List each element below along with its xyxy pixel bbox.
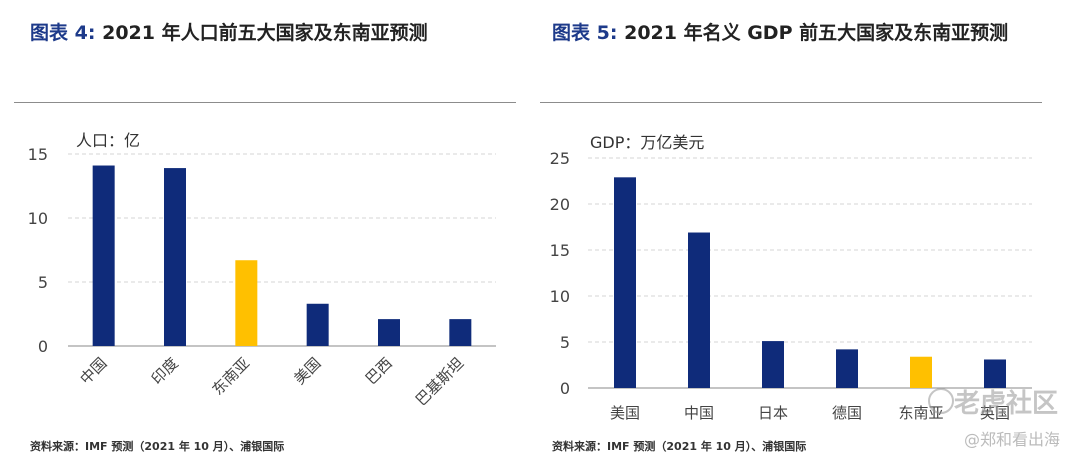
x-tick-label: 德国 bbox=[832, 404, 862, 422]
x-tick-label: 美国 bbox=[610, 404, 640, 422]
source-note: 资料来源：IMF 预测（2021 年 10 月）、浦银国际 bbox=[30, 440, 285, 453]
figure-tag: 图表 bbox=[30, 22, 69, 44]
bar bbox=[235, 260, 258, 346]
y-tick-label: 10 bbox=[28, 209, 48, 228]
y-tick-label: 15 bbox=[550, 241, 570, 260]
x-tick-label: 中国 bbox=[77, 354, 111, 388]
bar bbox=[378, 319, 400, 346]
y-tick-label: 25 bbox=[550, 149, 570, 168]
figure-title-text: 2021 年名义 GDP 前五大国家及东南亚预测 bbox=[624, 22, 1009, 44]
bar bbox=[92, 165, 115, 346]
x-tick-label: 中国 bbox=[684, 404, 714, 422]
y-tick-label: 20 bbox=[550, 195, 570, 214]
x-tick-label: 东南亚 bbox=[209, 354, 254, 399]
bar bbox=[910, 356, 932, 388]
y-tick-label: 10 bbox=[550, 287, 570, 306]
bar bbox=[614, 177, 636, 388]
watermark-text: 老虎社区 bbox=[953, 389, 1058, 419]
x-tick-label: 英国 bbox=[980, 404, 1010, 422]
figure-number: 5: bbox=[596, 22, 618, 44]
bar bbox=[984, 359, 1006, 388]
y-tick-label: 0 bbox=[38, 337, 48, 356]
watermark-logo-icon bbox=[928, 388, 954, 414]
bar bbox=[449, 319, 472, 346]
figure-title-text: 2021 年人口前五大国家及东南亚预测 bbox=[102, 22, 428, 44]
chart-title: 图表 5: 2021 年名义 GDP 前五大国家及东南亚预测 bbox=[552, 20, 1052, 47]
y-tick-label: 0 bbox=[560, 379, 570, 398]
source-note: 资料来源：IMF 预测（2021 年 10 月）、浦银国际 bbox=[552, 440, 807, 453]
title-divider bbox=[14, 102, 516, 103]
x-tick-label: 巴西 bbox=[362, 354, 396, 388]
bar bbox=[164, 168, 186, 346]
bar bbox=[836, 349, 858, 388]
figure-tag: 图表 bbox=[552, 22, 591, 44]
y-tick-label: 5 bbox=[560, 333, 570, 352]
y-tick-label: 5 bbox=[38, 273, 48, 292]
x-tick-label: 美国 bbox=[291, 354, 325, 388]
chart-title: 图表 4: 2021 年人口前五大国家及东南亚预测 bbox=[30, 20, 510, 47]
unit-label: GDP：万亿美元 bbox=[590, 133, 704, 152]
bar bbox=[762, 341, 784, 388]
unit-label: 人口：亿 bbox=[76, 131, 140, 150]
y-tick-label: 15 bbox=[28, 145, 48, 164]
x-tick-label: 巴基斯坦 bbox=[412, 354, 467, 409]
chart-panel-population: 图表 4: 2021 年人口前五大国家及东南亚预测 人口：亿 0 5 10 15 中国 印度… bbox=[0, 0, 530, 464]
population-bar-chart: 人口：亿 0 5 10 15 中国 印度 东南亚 美国 巴西 巴基斯坦 bbox=[28, 131, 496, 409]
bar bbox=[306, 303, 329, 346]
watermark-handle: @郑和看出海 bbox=[963, 430, 1060, 449]
figure-number: 4: bbox=[74, 22, 96, 44]
x-tick-label: 印度 bbox=[148, 354, 182, 388]
title-divider bbox=[540, 102, 1042, 103]
chart-panel-gdp: 图表 5: 2021 年名义 GDP 前五大国家及东南亚预测 GDP：万亿美元 0… bbox=[530, 0, 1080, 464]
bar bbox=[688, 232, 710, 388]
x-tick-label: 日本 bbox=[758, 404, 788, 422]
